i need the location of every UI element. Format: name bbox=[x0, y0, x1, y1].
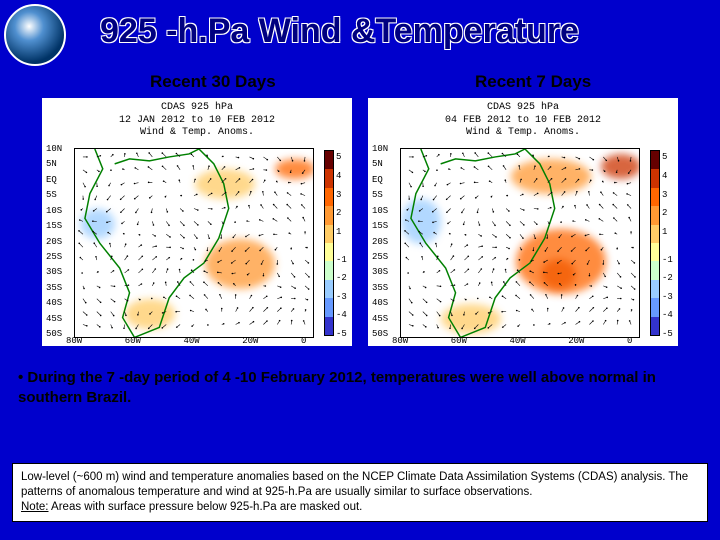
colorbar bbox=[324, 150, 334, 336]
slide-title: 925 -h.Pa Wind &Temperature bbox=[100, 12, 579, 51]
coastline-icon bbox=[75, 149, 313, 337]
colorbar-labels: 54321-1-2-3-4-5 bbox=[662, 148, 674, 338]
footer-note-text: Areas with surface pressure below 925-h.… bbox=[49, 501, 363, 513]
footer-text: Low-level (~600 m) wind and temperature … bbox=[21, 471, 688, 498]
map-header-line: CDAS 925 hPa bbox=[42, 102, 352, 115]
maps-row: CDAS 925 hPa 12 JAN 2012 to 10 FEB 2012 … bbox=[40, 98, 680, 346]
map-header-line: Wind & Temp. Anoms. bbox=[368, 127, 678, 140]
noaa-logo bbox=[4, 4, 66, 66]
x-axis-labels: 80W60W40W20W0 bbox=[74, 336, 314, 346]
map-header-line: 12 JAN 2012 to 10 FEB 2012 bbox=[42, 115, 352, 128]
colorbar-labels: 54321-1-2-3-4-5 bbox=[336, 148, 348, 338]
footer-box: Low-level (~600 m) wind and temperature … bbox=[12, 463, 708, 522]
x-axis-labels: 80W60W40W20W0 bbox=[400, 336, 640, 346]
map-header-line: 04 FEB 2012 to 10 FEB 2012 bbox=[368, 115, 678, 128]
map-header-line: Wind & Temp. Anoms. bbox=[42, 127, 352, 140]
map-header-7day: CDAS 925 hPa 04 FEB 2012 to 10 FEB 2012 … bbox=[368, 102, 678, 140]
subtitle-left: Recent 30 Days bbox=[150, 72, 276, 92]
map-panel-7day: CDAS 925 hPa 04 FEB 2012 to 10 FEB 2012 … bbox=[368, 98, 678, 346]
plot-area-30day bbox=[74, 148, 314, 338]
plot-area-7day bbox=[400, 148, 640, 338]
map-header-30day: CDAS 925 hPa 12 JAN 2012 to 10 FEB 2012 … bbox=[42, 102, 352, 140]
map-panel-30day: CDAS 925 hPa 12 JAN 2012 to 10 FEB 2012 … bbox=[42, 98, 352, 346]
map-header-line: CDAS 925 hPa bbox=[368, 102, 678, 115]
subtitle-right: Recent 7 Days bbox=[475, 72, 591, 92]
footer-note-label: Note: bbox=[21, 501, 49, 513]
bullet-text: • During the 7 -day period of 4 -10 Febr… bbox=[18, 368, 702, 409]
coastline-icon bbox=[401, 149, 639, 337]
colorbar bbox=[650, 150, 660, 336]
